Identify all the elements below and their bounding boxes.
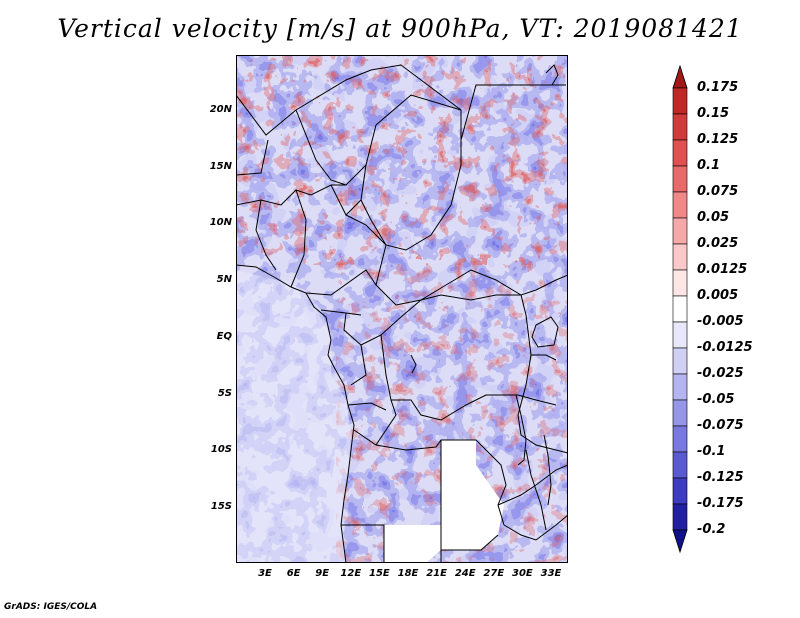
colorbar-tick-label: -0.175 (697, 496, 744, 511)
map-frame (236, 55, 568, 563)
colorbar-swatch (672, 425, 688, 453)
colorbar-tick-label: 0.125 (697, 132, 739, 147)
colorbar-swatch (672, 243, 688, 271)
colorbar-swatch (672, 269, 688, 297)
lat-tick-label: 15N (209, 160, 232, 172)
colorbar-swatch (672, 321, 688, 349)
colorbar-swatch (672, 477, 688, 505)
colorbar-swatch (672, 139, 688, 167)
lon-tick-label: 30E (512, 568, 533, 579)
colorbar-swatch (672, 451, 688, 479)
ocean-lighten (236, 270, 351, 563)
colorbar-tick-label: -0.075 (697, 418, 744, 433)
lon-tick-label: 18E (397, 568, 419, 579)
colorbar-tick-label: 0.075 (697, 184, 739, 199)
colorbar-bottom-arrow (672, 529, 688, 554)
colorbar-swatch (672, 503, 688, 531)
colorbar-swatch (672, 113, 688, 141)
lat-tick-label: 5S (217, 387, 232, 399)
colorbar-top-arrow (672, 64, 688, 89)
lat-tick-label: 20N (209, 104, 232, 115)
lakes (410, 64, 559, 506)
colorbar-swatch (672, 191, 688, 219)
colorbar-tick-label: 0.15 (697, 106, 730, 121)
lon-tick-label: 3E (258, 568, 272, 579)
colorbar-tick-label: -0.125 (697, 470, 744, 485)
colorbar-tick-label: -0.005 (697, 314, 744, 329)
lon-tick-label: 9E (315, 568, 330, 579)
colorbar-tick-label: 0.0125 (697, 262, 748, 277)
colorbar-tick-label: -0.1 (697, 444, 726, 459)
borders (236, 64, 568, 563)
colorbar-tick-label: 0.005 (697, 288, 739, 303)
blank-region (384, 440, 504, 563)
colorbar-swatch (672, 217, 688, 245)
colorbar-swatch (672, 165, 688, 193)
colorbar-swatch (672, 295, 688, 323)
colorbar-tick-label: -0.025 (697, 366, 744, 381)
colorbar-swatch (672, 87, 688, 115)
lat-tick-label: 15S (210, 500, 232, 512)
lon-tick-label: 24E (454, 568, 476, 579)
red-field-north (236, 55, 568, 265)
footer-credit: GrADS: IGES/COLA (4, 602, 98, 612)
colorbar-tick-label: 0.175 (697, 80, 739, 95)
velocity-map (236, 55, 568, 563)
colorbar-swatch (672, 347, 688, 375)
colorbar (672, 64, 688, 554)
lat-tick-label: 5N (216, 274, 232, 286)
lon-tick-label: 6E (286, 568, 301, 579)
lon-tick-label: 15E (369, 568, 390, 579)
colorbar-swatch (672, 373, 688, 401)
chart-title: Vertical velocity [m/s] at 900hPa, VT: 2… (57, 14, 743, 43)
lat-tick-label: 10S (210, 444, 232, 456)
lat-tick-label: 10N (209, 217, 232, 229)
lon-tick-label: 12E (340, 568, 362, 579)
colorbar-tick-label: 0.05 (697, 210, 730, 225)
colorbar-tick-label: 0.1 (697, 158, 721, 173)
colorbar-swatch (672, 399, 688, 427)
lon-tick-label: 27E (483, 568, 505, 579)
lon-tick-label: 21E (426, 568, 447, 579)
map-area (236, 55, 568, 563)
colorbar-tick-label: -0.2 (697, 522, 726, 537)
lon-tick-label: 33E (540, 568, 562, 579)
colorbar-tick-label: -0.05 (697, 392, 735, 407)
colorbar-tick-label: 0.025 (697, 236, 739, 251)
colorbar-tick-label: -0.0125 (697, 340, 753, 355)
lat-tick-label: EQ (216, 330, 232, 342)
